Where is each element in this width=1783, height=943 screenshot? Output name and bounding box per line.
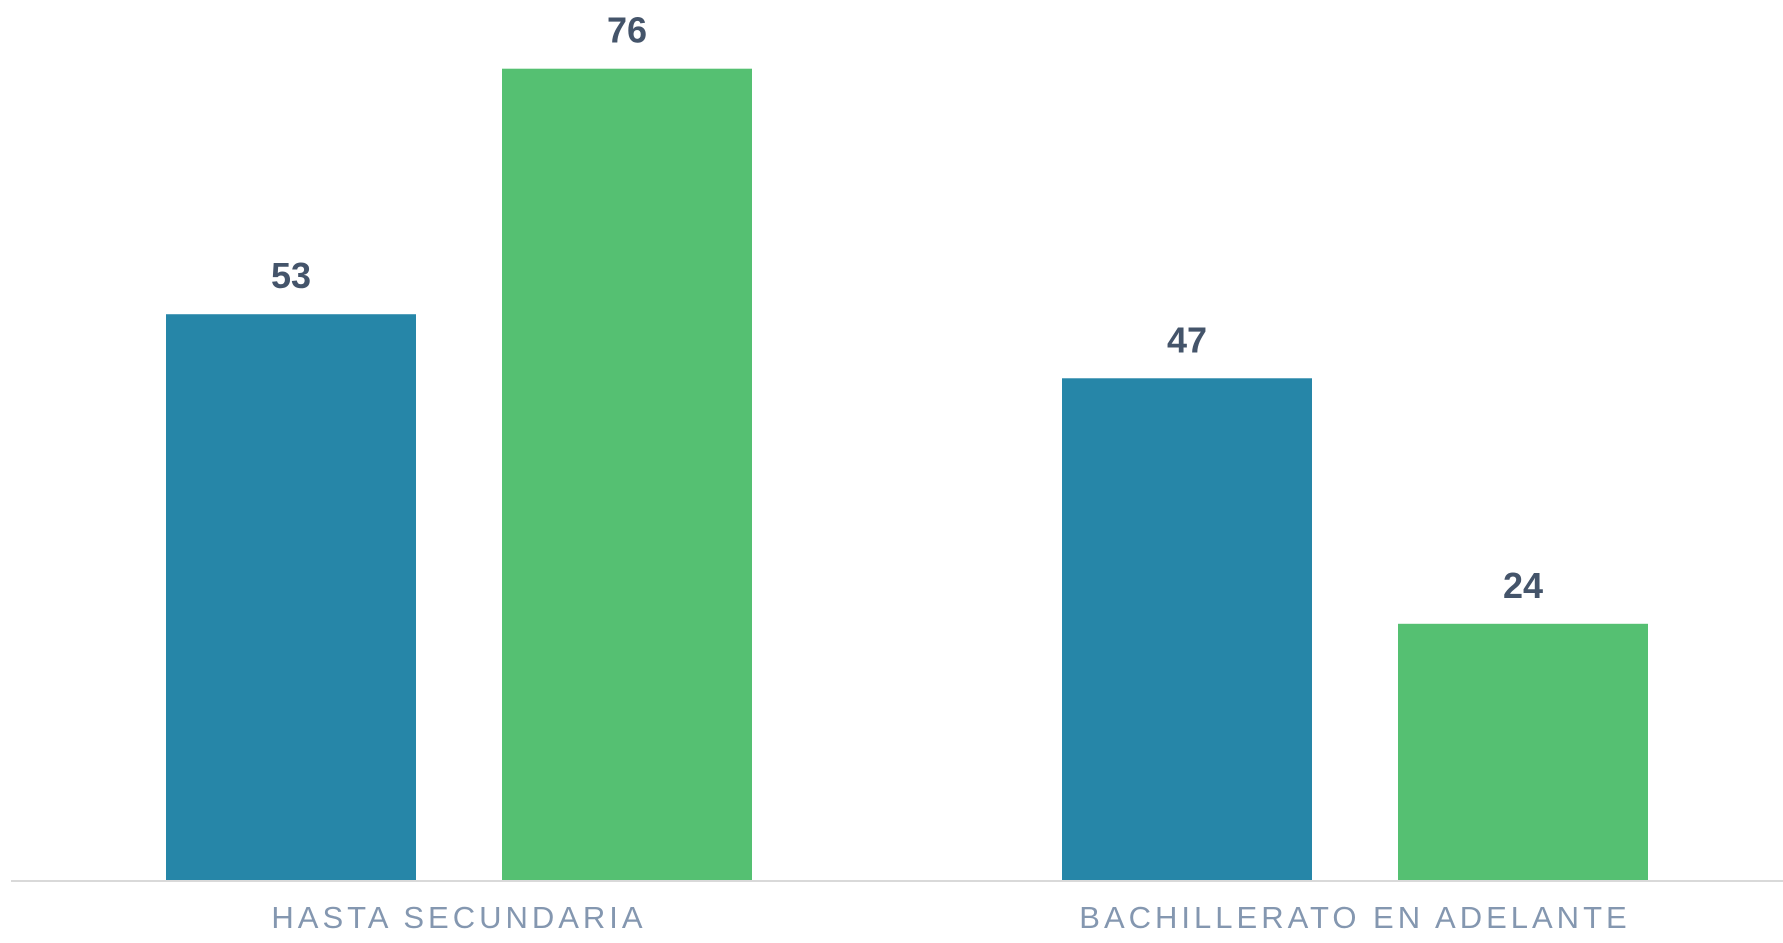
bar xyxy=(1398,623,1648,880)
bar xyxy=(166,314,416,881)
bar xyxy=(502,68,752,880)
value-label: 47 xyxy=(1167,319,1207,360)
bar xyxy=(1062,378,1312,880)
x-tick-label: BACHILLERATO EN ADELANTE xyxy=(1079,900,1630,935)
value-label: 53 xyxy=(271,255,311,296)
value-label: 24 xyxy=(1503,565,1543,606)
x-tick-label: HASTA SECUNDARIA xyxy=(271,900,646,935)
value-label: 76 xyxy=(607,10,647,51)
